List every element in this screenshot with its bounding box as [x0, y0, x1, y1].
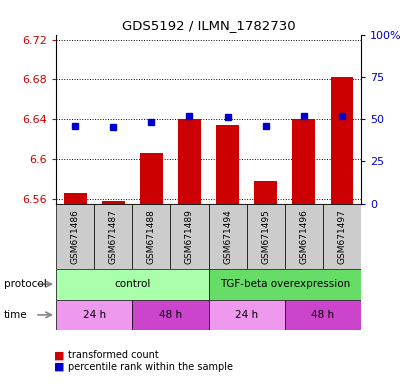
- Title: GDS5192 / ILMN_1782730: GDS5192 / ILMN_1782730: [122, 19, 295, 32]
- Bar: [178, 119, 201, 204]
- Bar: [209, 269, 361, 300]
- Text: GSM671487: GSM671487: [109, 209, 118, 263]
- Bar: [254, 180, 277, 204]
- Bar: [209, 204, 247, 269]
- Text: GSM671495: GSM671495: [261, 209, 270, 263]
- Text: transformed count: transformed count: [68, 350, 159, 360]
- Bar: [63, 193, 87, 204]
- Bar: [132, 204, 171, 269]
- Bar: [171, 204, 209, 269]
- Text: TGF-beta overexpression: TGF-beta overexpression: [220, 279, 350, 289]
- Text: control: control: [114, 279, 151, 289]
- Text: time: time: [4, 310, 28, 320]
- Bar: [102, 200, 124, 204]
- Bar: [323, 204, 361, 269]
- Text: ■: ■: [54, 362, 64, 372]
- Text: GSM671494: GSM671494: [223, 209, 232, 263]
- Text: GSM671496: GSM671496: [299, 209, 308, 263]
- Bar: [247, 204, 285, 269]
- Text: 48 h: 48 h: [311, 310, 334, 320]
- Bar: [285, 300, 361, 330]
- Bar: [216, 125, 239, 204]
- Text: 48 h: 48 h: [159, 310, 182, 320]
- Text: GSM671489: GSM671489: [185, 209, 194, 263]
- Bar: [132, 300, 209, 330]
- Text: 24 h: 24 h: [83, 310, 106, 320]
- Bar: [94, 204, 132, 269]
- Text: 24 h: 24 h: [235, 310, 258, 320]
- Bar: [285, 204, 323, 269]
- Bar: [56, 300, 132, 330]
- Bar: [330, 77, 354, 204]
- Text: GSM671497: GSM671497: [337, 209, 347, 263]
- Text: percentile rank within the sample: percentile rank within the sample: [68, 362, 234, 372]
- Text: GSM671486: GSM671486: [71, 209, 80, 263]
- Bar: [56, 269, 209, 300]
- Text: GSM671488: GSM671488: [147, 209, 156, 263]
- Text: protocol: protocol: [4, 279, 47, 289]
- Bar: [209, 300, 285, 330]
- Bar: [293, 119, 315, 204]
- Text: ■: ■: [54, 350, 64, 360]
- Bar: [140, 153, 163, 204]
- Bar: [56, 204, 94, 269]
